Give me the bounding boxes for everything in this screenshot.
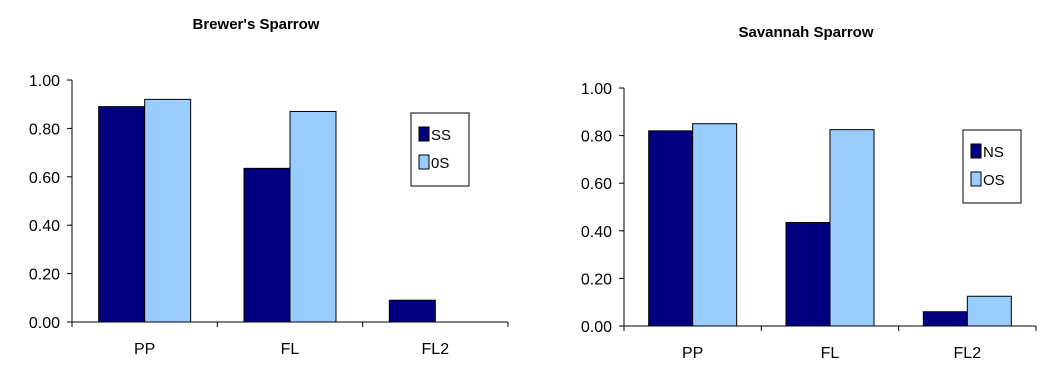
bar-OS-FL xyxy=(829,129,875,327)
bar-OS-FL2 xyxy=(966,295,1012,327)
chart-title-savannah: Savannah Sparrow xyxy=(738,24,873,41)
legend-box xyxy=(962,129,1022,204)
bar-NS-FL xyxy=(785,221,831,327)
chart-title-brewers: Brewer's Sparrow xyxy=(193,16,320,33)
chart-savannah-sparrow: 0.00 0.20 0.40 0.60 0.80 1.00 PP FL FL2 NS OS xyxy=(581,81,1037,362)
y-tick-label: 0.80 xyxy=(29,121,60,138)
y-tick-label: 0.60 xyxy=(29,170,60,187)
x-tick-label: FL xyxy=(281,341,300,358)
legend-swatch-SS xyxy=(418,126,430,142)
y-tick-label: 0.20 xyxy=(581,271,612,288)
bar-SS-FL xyxy=(243,167,291,323)
y-tick-label: 0.40 xyxy=(29,218,60,235)
y-tick-label: 0.80 xyxy=(581,129,612,146)
y-tick-label: 0.60 xyxy=(581,176,612,193)
x-tick-label: FL2 xyxy=(954,345,982,362)
bar-SS-PP xyxy=(98,106,146,323)
legend-swatch-0S xyxy=(418,154,430,170)
bar-0S-PP xyxy=(144,98,192,323)
y-tick-label: 1.00 xyxy=(29,73,60,90)
y-tick-label: 0.00 xyxy=(29,315,60,332)
legend-label-0S: 0S xyxy=(431,155,449,172)
x-tick-label: PP xyxy=(134,341,155,358)
x-tick-label: PP xyxy=(682,345,703,362)
x-tick-label: FL2 xyxy=(422,341,450,358)
legend-swatch-NS xyxy=(970,143,982,159)
y-tick-label: 0.00 xyxy=(581,319,612,336)
legend-label-SS: SS xyxy=(431,127,451,144)
bar-SS-FL2 xyxy=(388,299,436,323)
bar-0S-FL xyxy=(289,110,337,323)
legend-label-OS: OS xyxy=(983,172,1005,189)
chart-brewers-sparrow: 0.00 0.20 0.40 0.60 0.80 1.00 PP FL FL2 SS 0S xyxy=(29,73,509,358)
legend-box xyxy=(410,112,470,187)
bar-NS-FL2 xyxy=(922,311,968,327)
y-tick-label: 1.00 xyxy=(581,81,612,98)
bar-NS-PP xyxy=(648,130,694,327)
bar-OS-PP xyxy=(692,123,738,327)
x-tick-label: FL xyxy=(821,345,840,362)
y-tick-label: 0.20 xyxy=(29,267,60,284)
legend-swatch-OS xyxy=(970,171,982,187)
legend-label-NS: NS xyxy=(983,144,1004,161)
y-tick-label: 0.40 xyxy=(581,224,612,241)
